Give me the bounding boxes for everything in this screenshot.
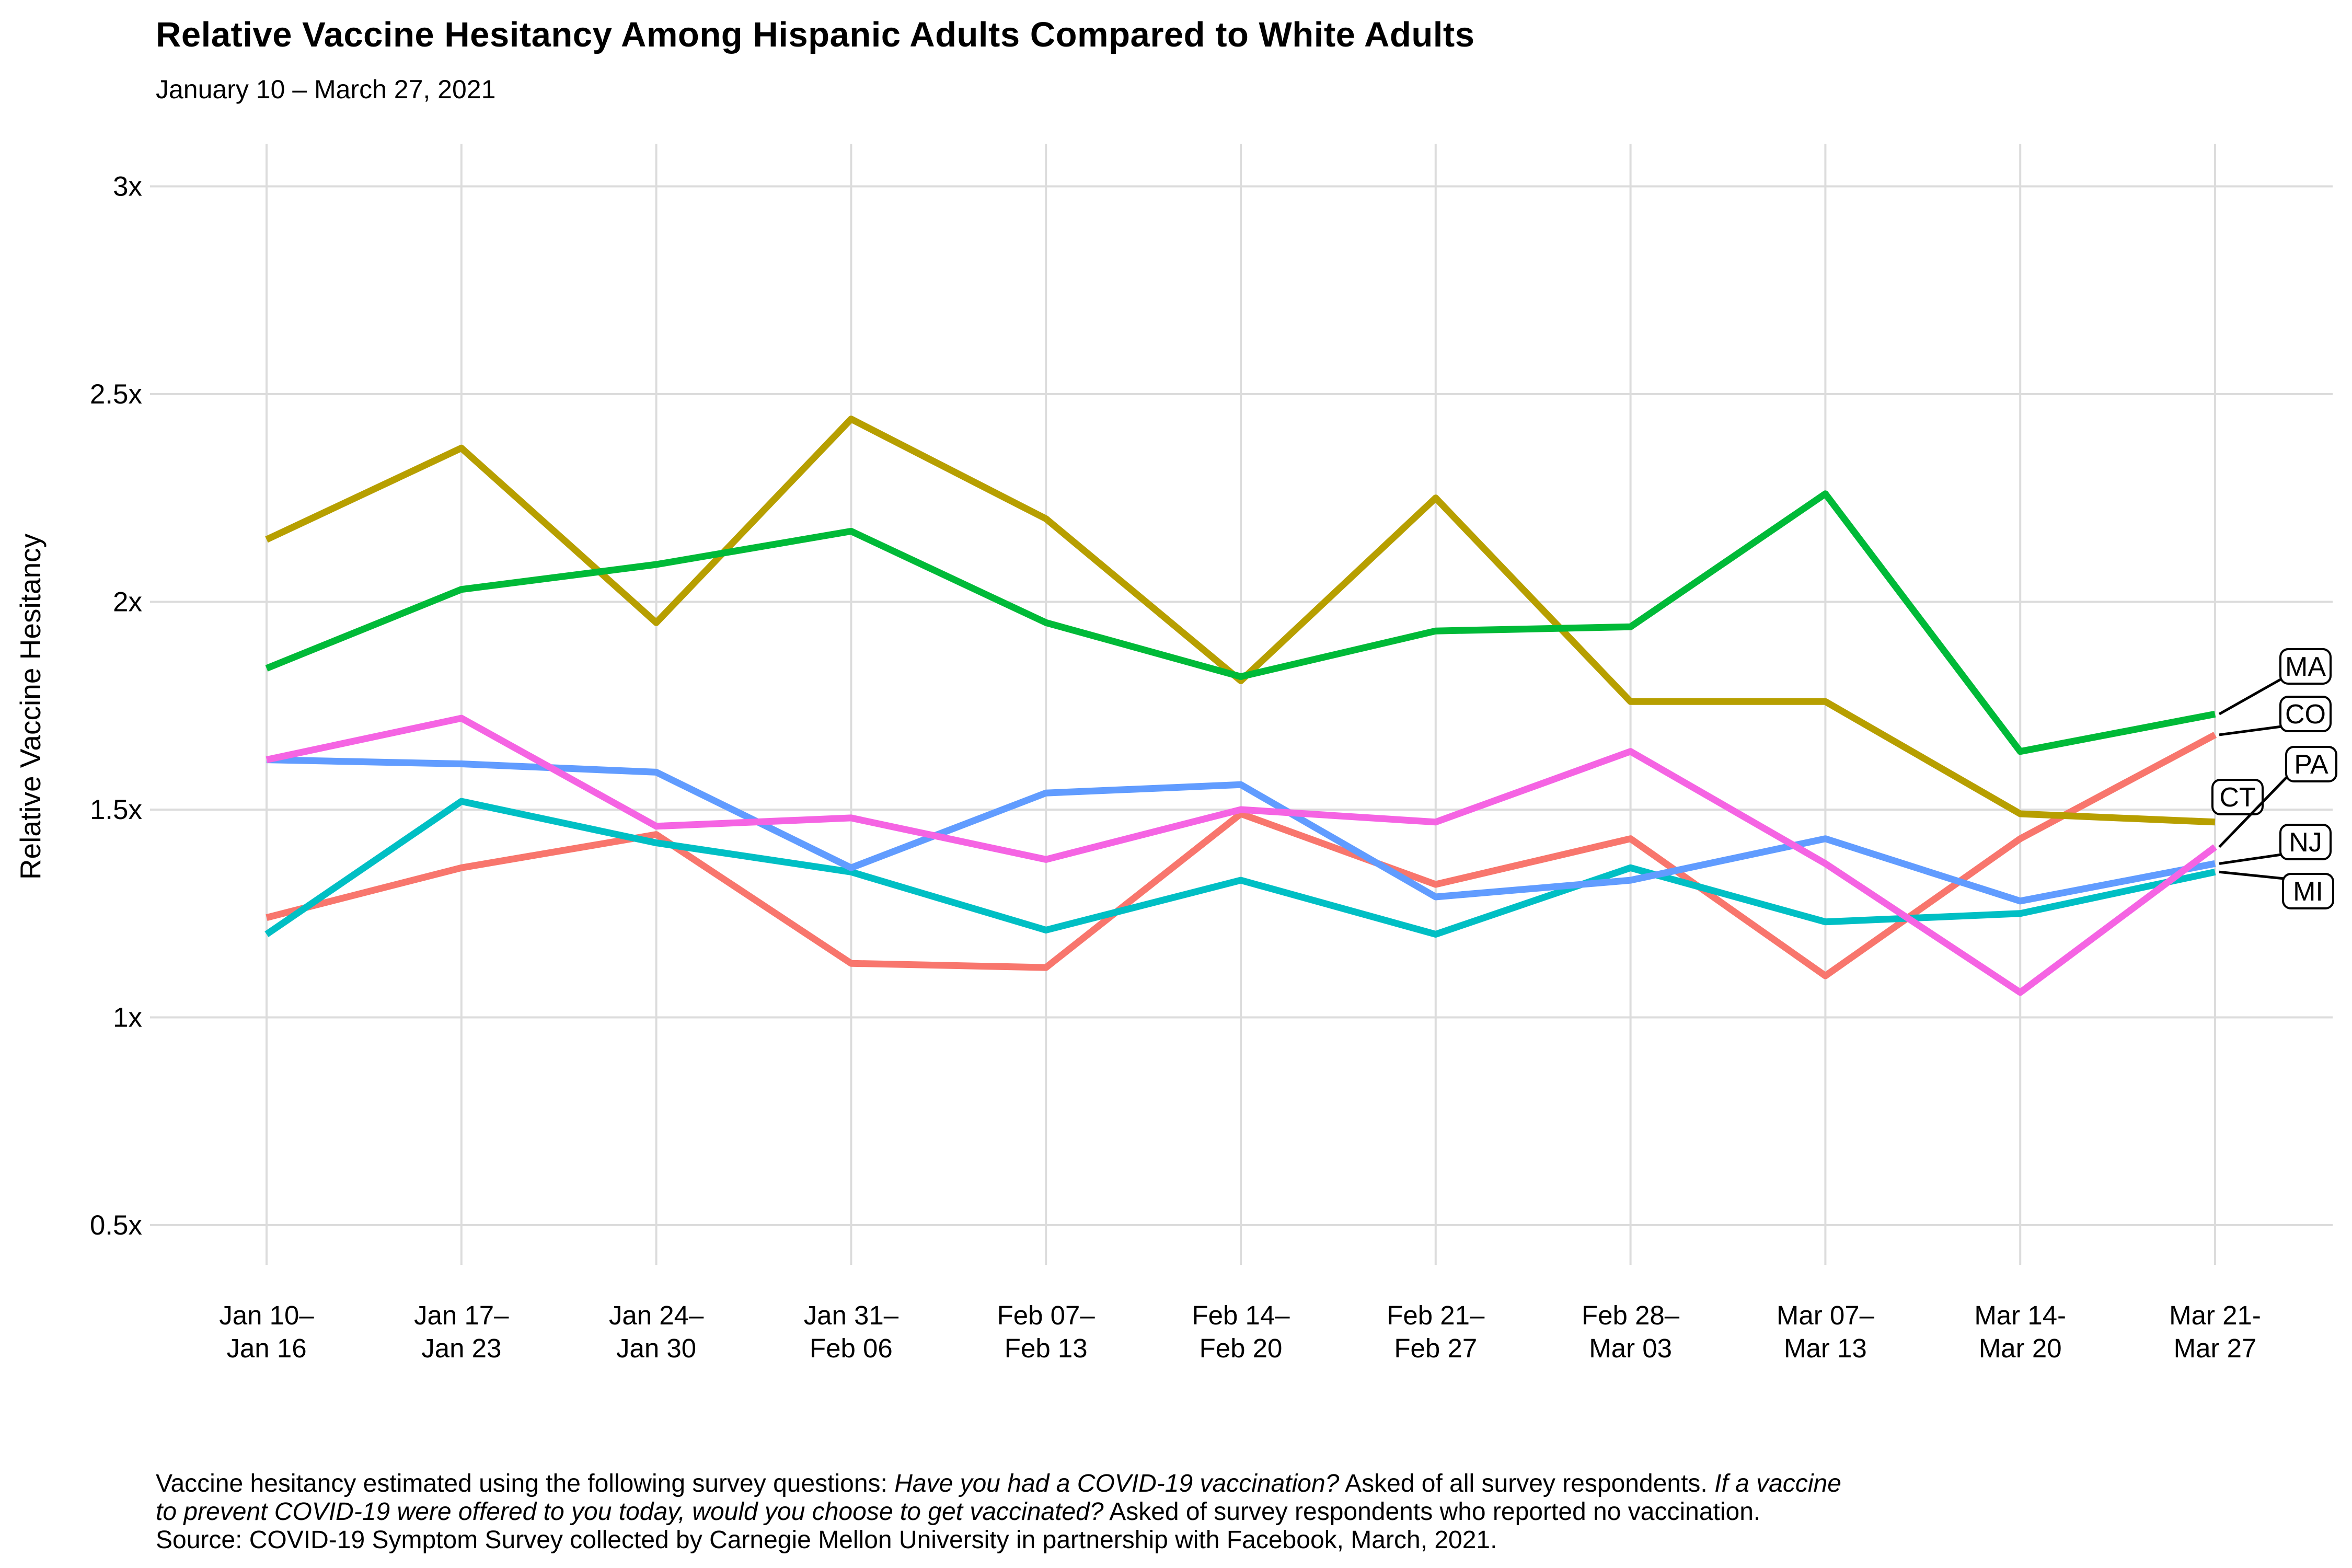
x-tick-line: Mar 13	[1784, 1333, 1867, 1363]
label-box-NJ	[2279, 824, 2332, 860]
series-line-CT	[265, 416, 2216, 826]
x-tick-line: Mar 14-	[1974, 1300, 2066, 1330]
x-tick-label-7: Feb 21–Feb 27	[1387, 1300, 1485, 1363]
series-label-CT: CT	[2211, 779, 2264, 815]
footer-text-segment: Asked of survey respondents who reported…	[1103, 1498, 1761, 1526]
footer-caption: Vaccine hesitancy estimated using the fo…	[156, 1470, 1841, 1554]
x-tick-line: Jan 23	[421, 1333, 501, 1363]
x-tick-line: Jan 16	[226, 1333, 306, 1363]
x-tick-line: Feb 21–	[1387, 1300, 1485, 1330]
series-line-MA	[265, 490, 2216, 755]
label-text-MI: MI	[2293, 877, 2323, 907]
series-label-PA: PA	[2218, 746, 2337, 848]
y-tick-label-1x: 1x	[113, 1002, 142, 1033]
label-box-CT	[2211, 779, 2264, 815]
label-text-CO: CO	[2285, 699, 2326, 730]
series-label-MA: MA	[2218, 648, 2332, 716]
series-label-MI: MI	[2219, 870, 2334, 909]
x-tick-line: Feb 20	[1200, 1333, 1283, 1363]
x-tick-label-1: Jan 10–Jan 16	[219, 1300, 314, 1363]
x-tick-label-2: Jan 17–Jan 23	[414, 1300, 509, 1363]
footer-italic-segment: to prevent COVID-19 were offered to you …	[156, 1498, 1104, 1526]
page-title: Relative Vaccine Hesitancy Among Hispani…	[156, 15, 1475, 54]
y-tick-label-2x: 2x	[113, 587, 142, 618]
label-leader-CO	[2219, 725, 2282, 736]
label-text-NJ: NJ	[2289, 827, 2322, 858]
x-tick-line: Feb 13	[1005, 1333, 1088, 1363]
footer-italic-segment: If a vaccine	[1714, 1470, 1841, 1497]
x-tick-label-9: Mar 07–Mar 13	[1777, 1300, 1875, 1363]
x-tick-line: Feb 27	[1394, 1333, 1477, 1363]
x-tick-line: Feb 06	[810, 1333, 893, 1363]
x-tick-label-5: Feb 07–Feb 13	[997, 1300, 1096, 1363]
label-text-MA: MA	[2285, 652, 2326, 682]
y-tick-label-2.5x: 2.5x	[90, 379, 142, 410]
series-line-PA	[266, 714, 2217, 996]
x-tick-line: Feb 07–	[997, 1300, 1096, 1330]
series-label-CO: CO	[2219, 696, 2332, 736]
footer-text-segment: Vaccine hesitancy estimated using the fo…	[156, 1470, 895, 1497]
x-tick-line: Mar 21-	[2169, 1300, 2261, 1330]
x-tick-line: Mar 27	[2174, 1333, 2257, 1363]
label-leader-PA	[2218, 776, 2288, 848]
x-tick-line: Jan 24–	[609, 1300, 704, 1330]
series-line-CO	[266, 732, 2217, 979]
footer-italic-segment: Have you had a COVID-19 vaccination?	[894, 1470, 1340, 1497]
label-leader-NJ	[2219, 853, 2282, 865]
x-tick-label-3: Jan 24–Jan 30	[609, 1300, 704, 1363]
label-box-PA	[2285, 746, 2337, 782]
label-box-MA	[2279, 648, 2332, 685]
label-text-PA: PA	[2294, 750, 2328, 780]
label-leader-MA	[2218, 677, 2282, 716]
label-leader-MI	[2219, 870, 2285, 880]
x-tick-line: Jan 17–	[414, 1300, 509, 1330]
x-tick-line: Mar 03	[1589, 1333, 1672, 1363]
gridlines	[150, 144, 2333, 1265]
y-tick-labels: 0.5x 1x 1.5x 2x 2.5x 3x	[90, 171, 142, 1241]
series-end-labels: CO CT MA MI NJ PA	[2211, 648, 2337, 909]
footer-text-segment: Asked of all survey respondents.	[1339, 1470, 1715, 1497]
x-tick-label-4: Jan 31–Feb 06	[804, 1300, 899, 1363]
y-tick-label-3x: 3x	[113, 171, 142, 202]
x-tick-line: Jan 10–	[219, 1300, 314, 1330]
series-label-NJ: NJ	[2219, 824, 2332, 865]
page-subtitle: January 10 – March 27, 2021	[156, 75, 496, 104]
x-tick-line: Mar 20	[1979, 1333, 2062, 1363]
x-tick-line: Feb 28–	[1582, 1300, 1680, 1330]
footer-line-1: Vaccine hesitancy estimated using the fo…	[156, 1470, 1841, 1498]
footer-line-3: Source: COVID-19 Symptom Survey collecte…	[156, 1526, 1841, 1554]
x-tick-label-6: Feb 14–Feb 20	[1192, 1300, 1290, 1363]
label-text-CT: CT	[2219, 782, 2255, 813]
x-tick-line: Jan 30	[616, 1333, 696, 1363]
series-lines	[264, 416, 2217, 996]
label-box-MI	[2282, 873, 2334, 909]
footer-line-2: to prevent COVID-19 were offered to you …	[156, 1498, 1841, 1526]
x-tick-line: Feb 14–	[1192, 1300, 1290, 1330]
y-tick-label-0.5x: 0.5x	[90, 1210, 142, 1241]
x-tick-label-8: Feb 28–Mar 03	[1582, 1300, 1680, 1363]
series-line-MI	[264, 798, 2216, 938]
x-tick-label-10: Mar 14-Mar 20	[1974, 1300, 2066, 1363]
label-box-CO	[2279, 696, 2332, 732]
y-tick-label-1.5x: 1.5x	[90, 794, 142, 825]
footer-text-segment: Source: COVID-19 Symptom Survey collecte…	[156, 1526, 1497, 1554]
x-tick-label-11: Mar 21-Mar 27	[2169, 1300, 2261, 1363]
x-tick-line: Jan 31–	[804, 1300, 899, 1330]
series-line-NJ	[266, 756, 2216, 905]
x-tick-line: Mar 07–	[1777, 1300, 1875, 1330]
